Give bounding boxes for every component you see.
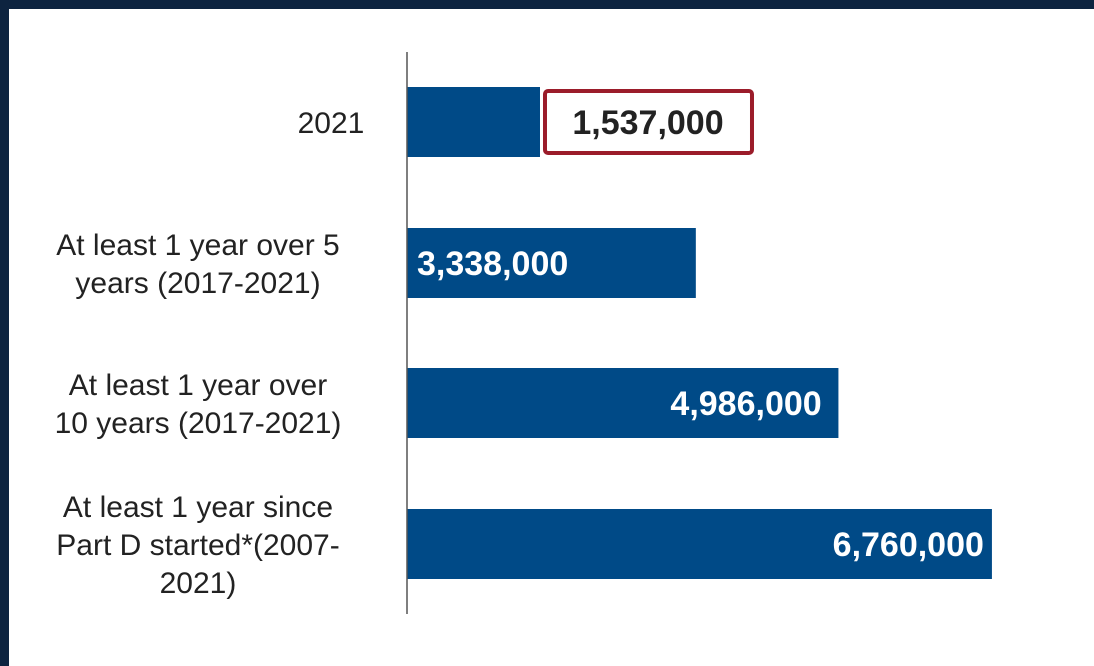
category-label-3: At least 1 year over 10 years (2017-2021)	[55, 369, 342, 440]
category-labels: 2021 At least 1 year over 5 years (2017-20…	[55, 107, 365, 600]
bar-2	[407, 228, 696, 298]
data-labels: 1,537,000 3,338,000 4,986,000 6,760,000	[417, 89, 984, 564]
category-label-1: 2021	[298, 107, 365, 140]
highlight-box	[542, 89, 754, 155]
data-label-4: 6,760,000	[833, 526, 984, 564]
data-label-2: 3,338,000	[417, 245, 568, 283]
category-label-2: At least 1 year over 5 years (2017-2021)	[56, 229, 339, 300]
data-label-1: 1,537,000	[572, 104, 723, 142]
data-label-3: 4,986,000	[670, 385, 821, 423]
category-label-4: At least 1 year since Part D started*(200…	[56, 491, 339, 600]
bar-3	[407, 368, 839, 438]
bar-4	[407, 509, 992, 579]
bar-1	[407, 87, 540, 157]
bar-group	[407, 87, 992, 579]
